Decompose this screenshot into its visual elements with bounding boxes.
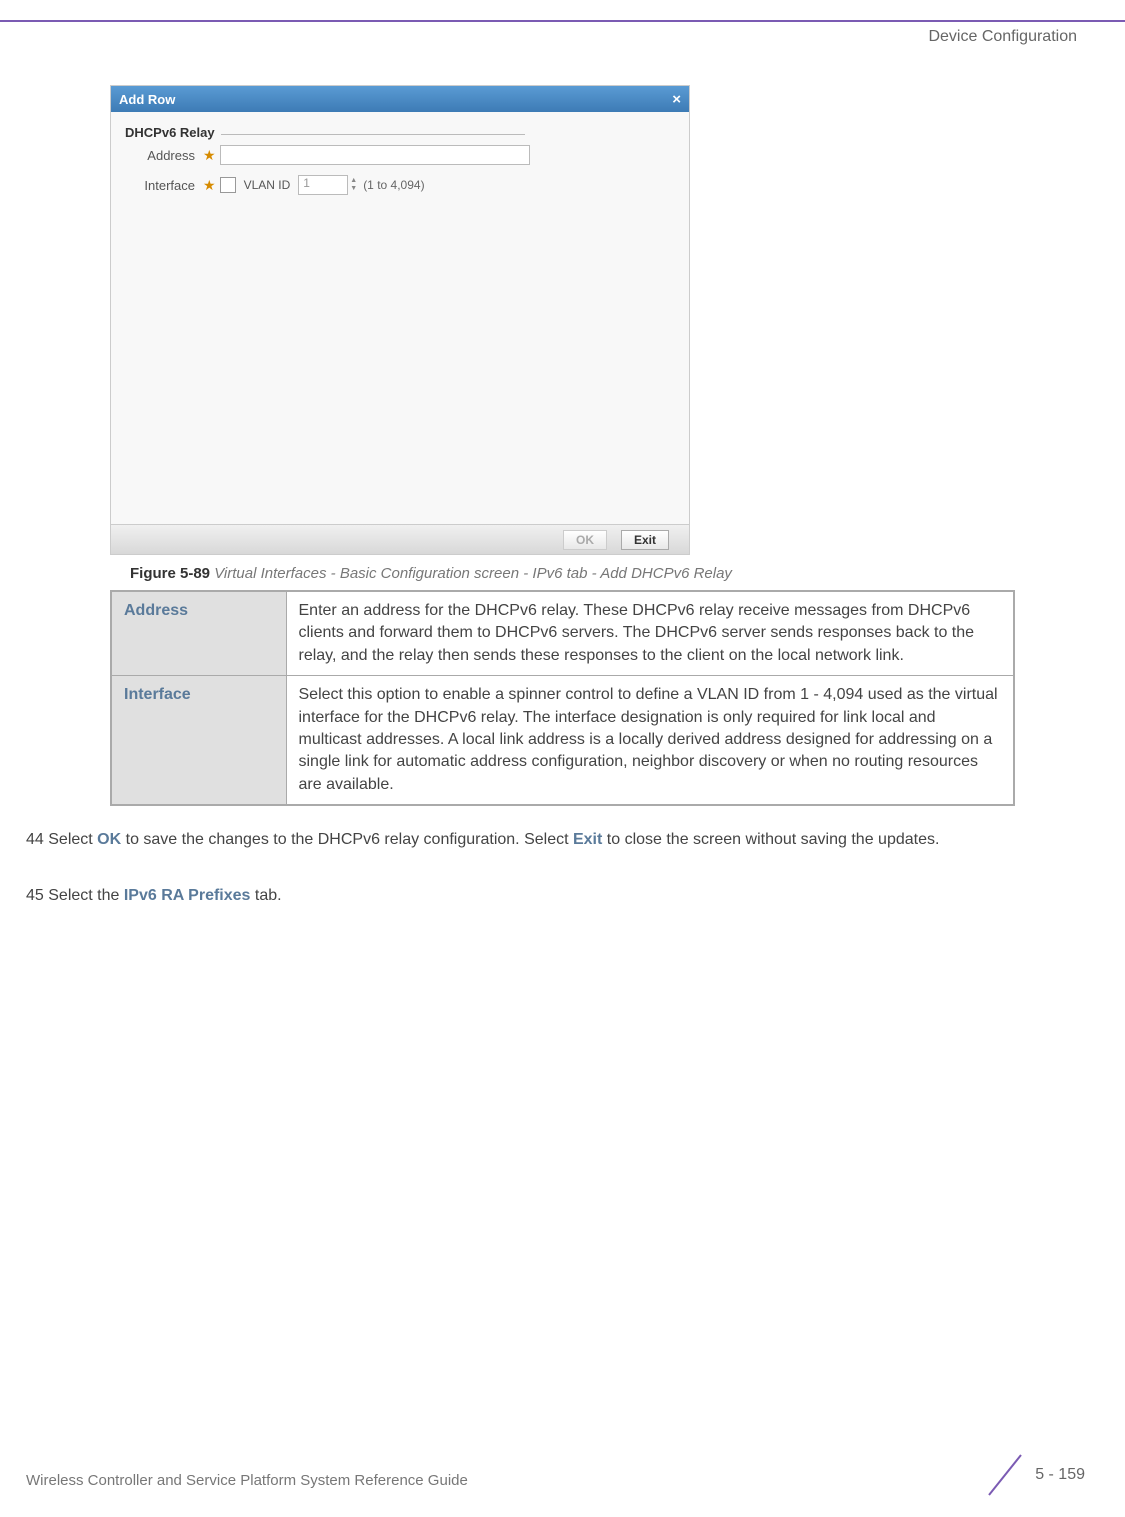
param-label: Address [111, 591, 286, 676]
add-row-dialog: Add Row × DHCPv6 Relay Address ★ Interfa… [110, 85, 690, 555]
section-header: Device Configuration [928, 28, 1077, 46]
exit-button[interactable]: Exit [621, 530, 669, 550]
required-star-icon: ★ [203, 177, 216, 194]
slash-icon [981, 1451, 1029, 1499]
interface-checkbox[interactable] [220, 177, 236, 193]
figure-description: Virtual Interfaces - Basic Configuration… [214, 565, 732, 582]
ok-button[interactable]: OK [563, 530, 607, 550]
step-text-fragment: Select [48, 831, 97, 848]
header-divider [0, 20, 1125, 22]
step-number: 45 [26, 887, 44, 904]
step-text-fragment: Select the [48, 887, 124, 904]
address-input[interactable] [220, 145, 530, 165]
dialog-footer: OK Exit [111, 524, 689, 554]
figure-caption: Figure 5-89 Virtual Interfaces - Basic C… [130, 565, 732, 582]
fieldset-divider [205, 134, 525, 135]
step-text-fragment: to save the changes to the DHCPv6 relay … [121, 831, 573, 848]
step-text-fragment: to close the screen without saving the u… [602, 831, 939, 848]
table-row: Address Enter an address for the DHCPv6 … [111, 591, 1014, 676]
ok-reference: OK [97, 831, 121, 848]
vlan-range-text: (1 to 4,094) [363, 178, 424, 192]
param-description: Enter an address for the DHCPv6 relay. T… [286, 591, 1014, 676]
interface-row: Interface ★ VLAN ID 1 ▲▼ (1 to 4,094) [125, 175, 675, 195]
step-45: 45 Select the IPv6 RA Prefixes tab. [26, 884, 1086, 907]
vlan-label: VLAN ID [244, 178, 291, 192]
dialog-title: Add Row [119, 92, 175, 107]
exit-reference: Exit [573, 831, 602, 848]
step-44: 44 Select OK to save the changes to the … [26, 828, 1086, 851]
fieldset-label: DHCPv6 Relay [125, 125, 221, 140]
page-number: 5 - 159 [1035, 1466, 1085, 1484]
tab-reference: IPv6 RA Prefixes [124, 887, 251, 904]
figure-label: Figure 5-89 [130, 565, 210, 582]
step-number: 44 [26, 831, 44, 848]
required-star-icon: ★ [203, 147, 216, 164]
table-row: Interface Select this option to enable a… [111, 676, 1014, 805]
param-description: Select this option to enable a spinner c… [286, 676, 1014, 805]
param-label: Interface [111, 676, 286, 805]
dialog-body: DHCPv6 Relay Address ★ Interface ★ VLAN … [111, 112, 689, 524]
page-number-badge: 5 - 159 [981, 1451, 1085, 1499]
address-row: Address ★ [125, 145, 675, 165]
parameter-table: Address Enter an address for the DHCPv6 … [110, 590, 1015, 806]
dialog-titlebar: Add Row × [111, 86, 689, 112]
spinner-arrows-icon[interactable]: ▲▼ [350, 177, 357, 193]
interface-label: Interface [125, 178, 195, 193]
address-label: Address [125, 148, 195, 163]
step-text-fragment: tab. [250, 887, 281, 904]
vlan-spinner-input[interactable]: 1 [298, 175, 348, 195]
close-icon[interactable]: × [672, 91, 681, 108]
footer-guide-title: Wireless Controller and Service Platform… [26, 1472, 468, 1489]
